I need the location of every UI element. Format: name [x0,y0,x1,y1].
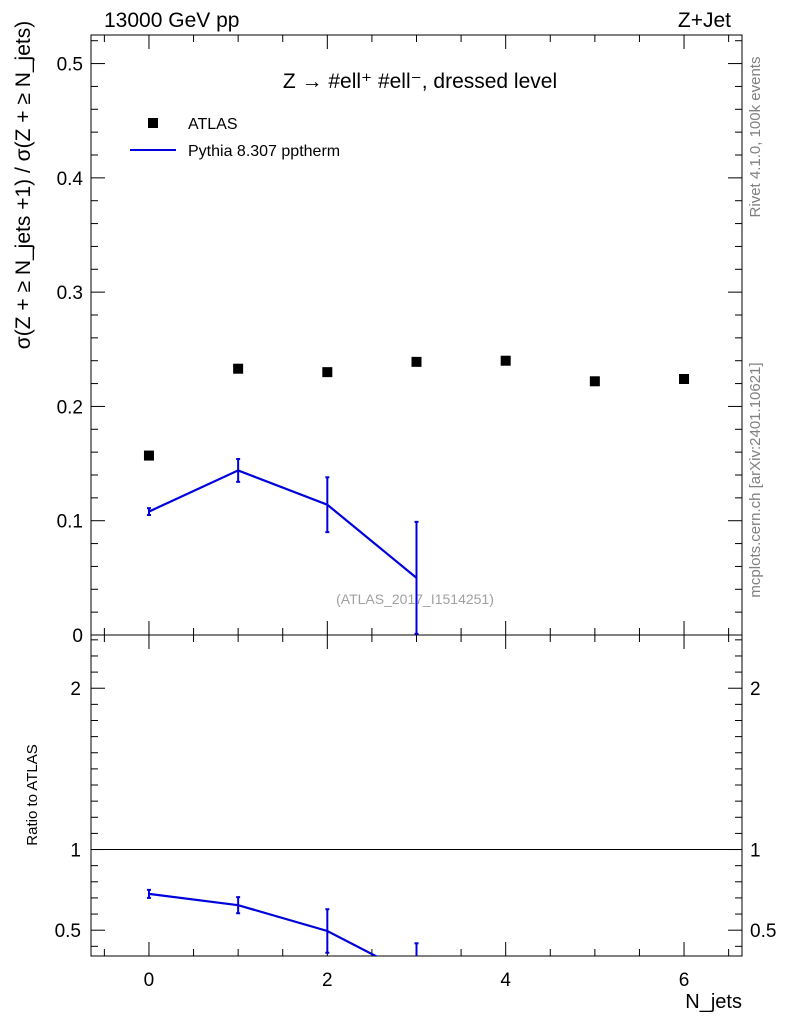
ratio-data-layer [146,888,419,956]
ratio-panel-frame [90,634,743,957]
y-axis-label: σ(Z + ≥ N_jets +1) / σ(Z + ≥ N_jets) [12,21,35,349]
main-data-layer [143,355,690,635]
header-left: 13000 GeV pp [104,9,239,32]
legend-label-atlas: ATLAS [188,116,238,133]
y-tick-label: 0.4 [57,169,84,190]
ratio-tick-label-right: 0.5 [750,921,776,942]
ratio-y-axis-label: Ratio to ATLAS [24,744,41,845]
atlas-point [679,374,690,384]
ratio-tick-label-right: 2 [750,679,761,700]
legend-marker-atlas [148,118,158,128]
analysis-tag: (ATLAS_2017_I1514251) [336,591,494,607]
y-tick-label: 0 [72,626,83,647]
ratio-tick-label-left: 1 [70,841,81,862]
x-tick-label: 4 [500,970,511,991]
atlas-point [411,356,422,367]
y-tick-label: 0.2 [57,397,83,418]
x-axis-label: N_jets [685,991,742,1013]
atlas-point [589,376,600,387]
header-right: Z+Jet [678,9,731,32]
legend: ATLAS Pythia 8.307 pptherm [130,116,340,160]
x-tick-label: 2 [322,970,333,991]
ratio-tick-label-left: 2 [70,679,81,700]
ratio-y-axis: 0.5 0.5 1 1 2 2 [55,639,776,947]
ratio-line [148,892,379,956]
y-tick-label: 0.5 [57,55,83,76]
atlas-point [233,363,244,374]
atlas-point [143,450,154,461]
pythia-line [148,469,418,579]
atlas-point [500,355,511,366]
ratio-tick-label-right: 1 [750,841,761,862]
ratio-tick-label-left: 0.5 [55,921,81,942]
x-tick-label: 0 [144,970,155,991]
atlas-point [322,367,333,378]
x-axis: 0 2 4 6 [103,35,730,991]
mcplots-label: mcplots.cern.ch [arXiv:2401.10621] [747,362,764,597]
legend-label-pythia: Pythia 8.307 pptherm [188,143,340,160]
plot-title: Z → #ell⁺ #ell⁻, dressed level [283,70,557,93]
y-tick-label: 0.3 [57,283,83,304]
y-tick-label: 0.1 [57,512,83,533]
main-y-axis: 0 0.1 0.2 0.3 0.4 0.5 [57,40,742,647]
x-tick-label: 6 [679,970,690,991]
rivet-label: Rivet 4.1.0, 100k events [747,57,764,218]
